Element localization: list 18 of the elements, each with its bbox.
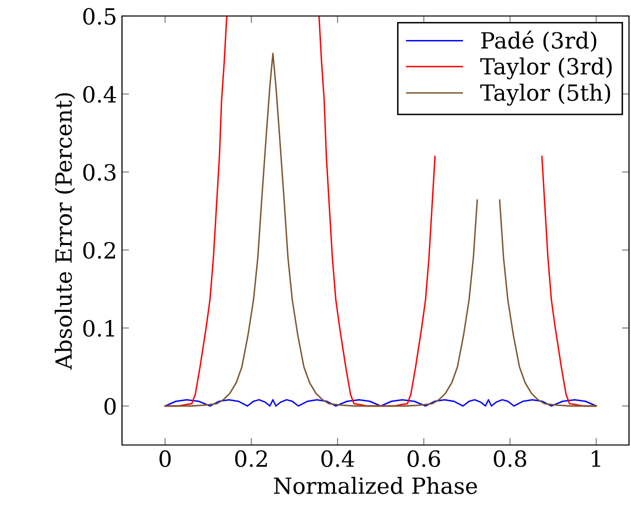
x-tick-label: 0.8 [494,450,526,468]
x-axis-title: Normalized Phase [274,476,477,494]
y-tick-label: 0.4 [83,86,116,103]
y-tick-label: 0.1 [83,320,114,337]
x-tick-label: 0.4 [321,450,354,468]
legend-label: Taylor (5th) [480,84,610,106]
y-tick-label: 0 [104,398,116,415]
legend-label: Taylor (3rd) [480,58,612,80]
x-tick-label: 0 [160,450,171,468]
x-tick-label: 0.6 [408,450,440,468]
y-tick-label: 0.5 [83,8,116,25]
x-tick-label: 0.2 [235,450,267,468]
legend-label: Padé (3rd) [481,30,596,52]
line-series [164,399,597,407]
x-tick-label: 1 [592,450,600,467]
y-tick-label: 0.3 [83,164,116,181]
y-axis-title: Absolute Error (Percent) [54,93,76,370]
y-tick-label: 0.2 [83,242,115,259]
